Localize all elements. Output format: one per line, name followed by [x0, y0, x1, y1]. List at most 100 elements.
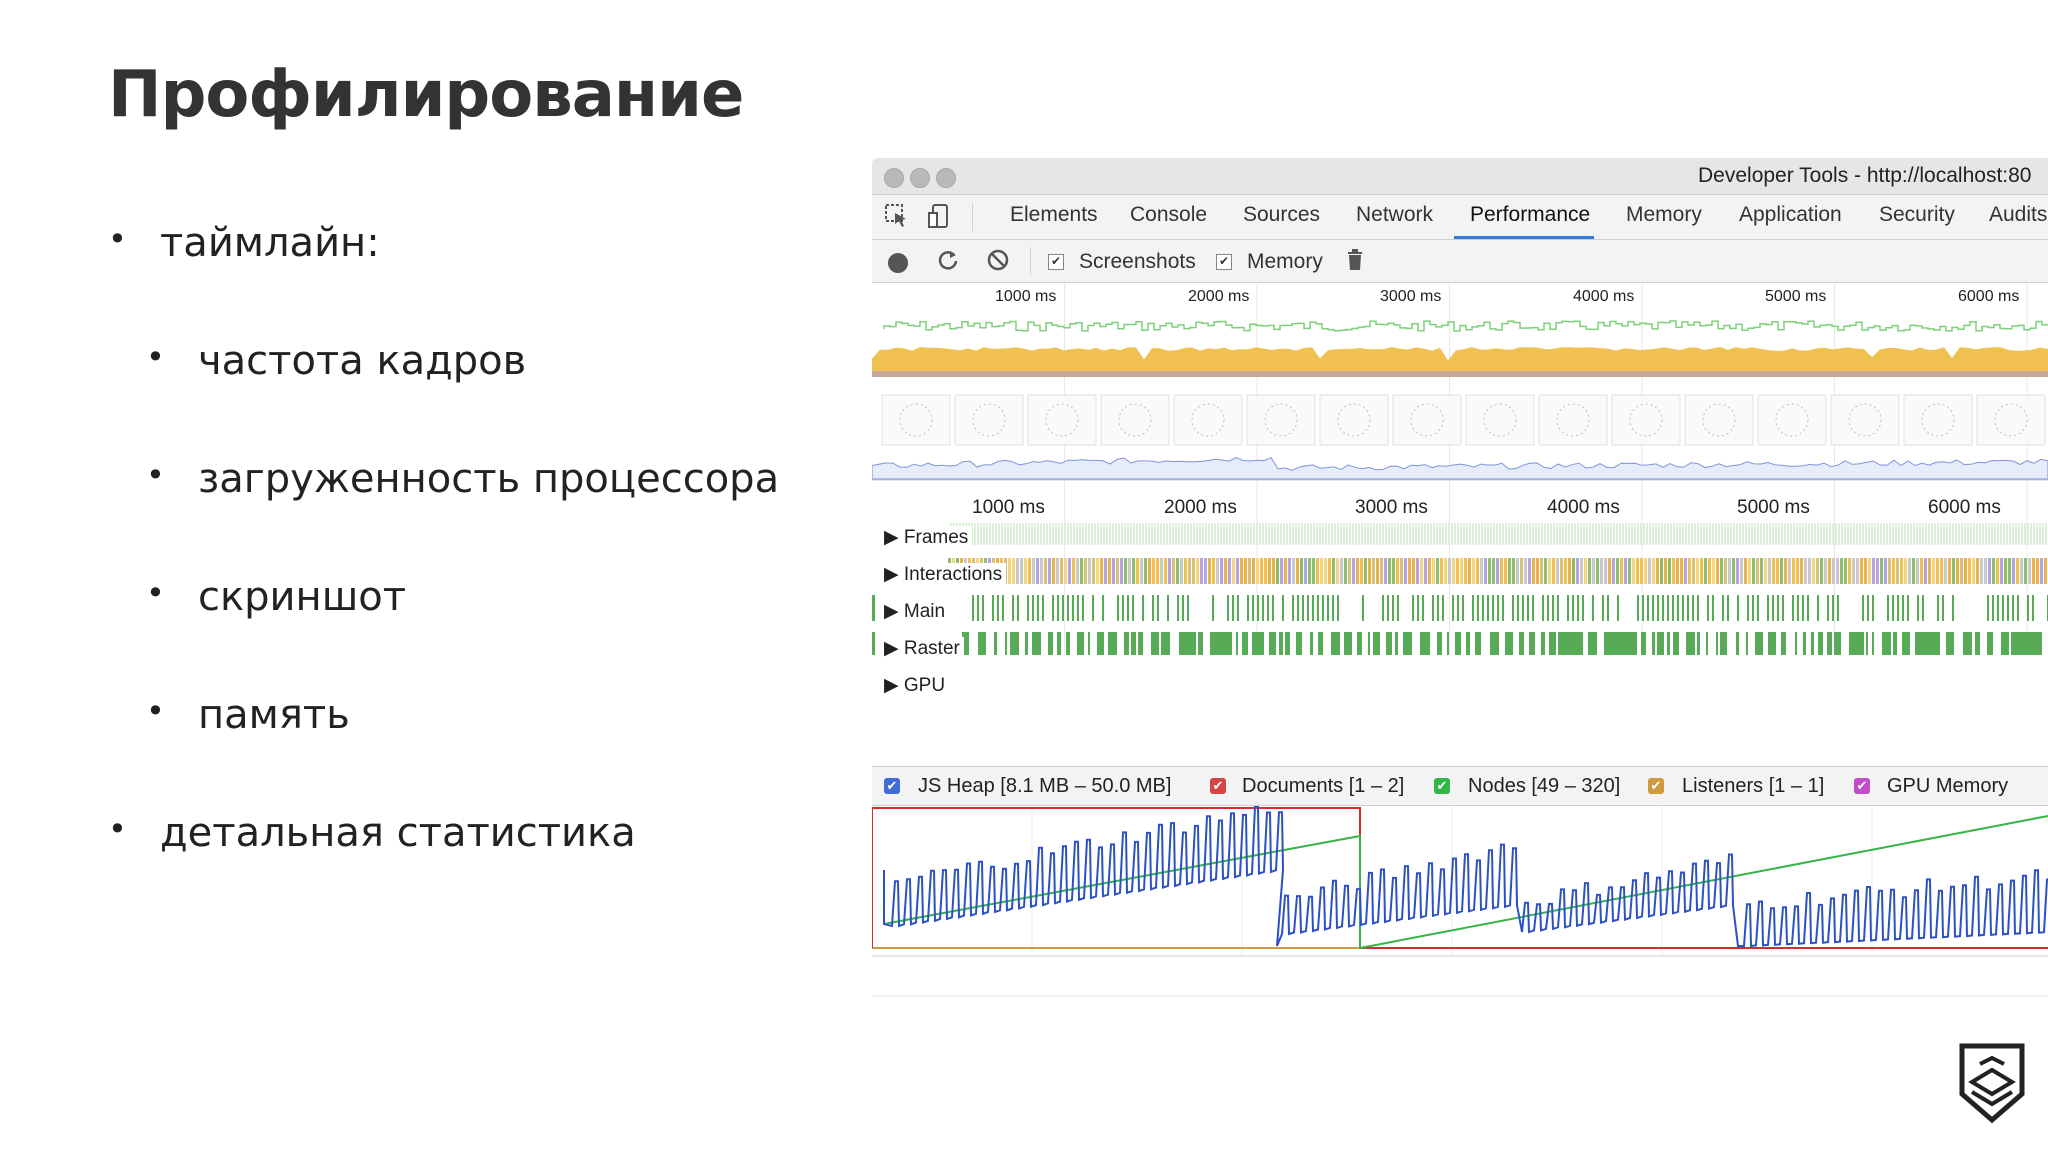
- main-thread-bar: [1692, 558, 1695, 584]
- screenshot-thumb: [1100, 394, 1170, 446]
- tab-memory[interactable]: Memory: [1626, 203, 1702, 226]
- frame-bar: [1871, 523, 1873, 545]
- raster-bar: [1807, 595, 1809, 621]
- frame-bar: [1745, 523, 1747, 545]
- main-thread-bar: [1940, 558, 1943, 584]
- frame-bar: [1058, 523, 1060, 545]
- gpu-bar: [2001, 632, 2009, 655]
- raster-bar: [1322, 595, 1324, 621]
- tab-security[interactable]: Security: [1879, 203, 1955, 226]
- frame-bar: [1874, 523, 1876, 545]
- main-thread-bar: [1432, 558, 1435, 584]
- listeners-checkbox[interactable]: ✔: [1648, 778, 1664, 794]
- raster-bar: [1552, 595, 1554, 621]
- raster-bar: [1297, 595, 1299, 621]
- main-thread-bar: [1712, 558, 1715, 584]
- tab-sources[interactable]: Sources: [1243, 203, 1321, 226]
- frame-bar: [1754, 523, 1756, 545]
- main-thread-bar: [1972, 558, 1975, 584]
- frame-bar: [1433, 523, 1435, 545]
- timeline-tick: 4000 ms: [1547, 497, 1620, 518]
- main-thread-bar: [1412, 558, 1415, 584]
- gpu-bar: [1151, 632, 1159, 655]
- clear-icon[interactable]: [986, 248, 1010, 279]
- track-label-text: Frames: [903, 527, 969, 548]
- track-raster[interactable]: ▶ Raster: [884, 637, 964, 660]
- inspect-element-icon[interactable]: [884, 203, 910, 236]
- raster-bar: [1487, 595, 1489, 621]
- frame-bar: [1256, 523, 1258, 545]
- frame-bar: [1265, 523, 1267, 545]
- main-thread-bar: [1584, 558, 1587, 584]
- frame-bar: [1469, 523, 1471, 545]
- frame-bar: [1187, 523, 1189, 545]
- window-close-button[interactable]: [884, 168, 904, 188]
- nodes-checkbox[interactable]: ✔: [1434, 778, 1450, 794]
- main-thread-bar: [1812, 558, 1815, 584]
- frame-bar: [1280, 523, 1282, 545]
- screenshot-thumb: [1830, 394, 1900, 446]
- track-gpu[interactable]: ▶ GPU: [884, 674, 950, 697]
- gpu-bar: [1032, 632, 1041, 655]
- frame-bar: [1517, 523, 1519, 545]
- gpu-bar: [1161, 632, 1170, 655]
- tab-elements[interactable]: Elements: [1010, 203, 1098, 226]
- bullet-dot: •: [146, 692, 165, 730]
- raster-bar: [1917, 595, 1919, 621]
- frame-bar: [1382, 523, 1384, 545]
- frame-bar: [1076, 523, 1078, 545]
- gpu-bar: [1285, 632, 1290, 655]
- main-thread-bar: [1664, 558, 1667, 584]
- tab-audits[interactable]: Audits: [1989, 203, 2048, 226]
- track-interactions[interactable]: ▶ Interactions: [884, 563, 1007, 586]
- record-button[interactable]: [888, 253, 908, 273]
- bullet-text: детальная статистика: [160, 810, 636, 856]
- frame-bar: [1943, 523, 1945, 545]
- gpu-memory-checkbox[interactable]: ✔: [1854, 778, 1870, 794]
- frame-bar: [1289, 523, 1291, 545]
- main-thread-bar: [1180, 558, 1183, 584]
- frame-bar: [1196, 523, 1198, 545]
- screenshots-checkbox[interactable]: ✔: [1048, 254, 1064, 270]
- frame-bar: [1436, 523, 1438, 545]
- raster-bar: [1777, 595, 1779, 621]
- track-frames[interactable]: ▶ Frames: [884, 526, 973, 549]
- frame-bar: [1442, 523, 1444, 545]
- gpu-bar: [1455, 632, 1461, 655]
- frame-bar: [1952, 523, 1954, 545]
- frame-bar: [1655, 523, 1657, 545]
- gpu-bar: [1420, 632, 1430, 655]
- reload-record-icon[interactable]: [936, 248, 960, 279]
- main-thread-bar: [1468, 558, 1471, 584]
- main-thread-bar: [1788, 558, 1791, 584]
- raster-bar: [1567, 595, 1569, 621]
- frame-bar: [1271, 523, 1273, 545]
- timeline-overview[interactable]: [872, 283, 2048, 655]
- main-thread-bar: [1252, 558, 1255, 584]
- window-zoom-button[interactable]: [936, 168, 956, 188]
- tab-application[interactable]: Application: [1739, 203, 1842, 226]
- main-thread-bar: [1316, 558, 1319, 584]
- frame-bar: [1865, 523, 1867, 545]
- window-minimize-button[interactable]: [910, 168, 930, 188]
- device-toolbar-icon[interactable]: [926, 203, 952, 236]
- trash-icon[interactable]: [1346, 248, 1364, 279]
- main-thread-bar: [1376, 558, 1379, 584]
- tab-performance[interactable]: Performance: [1470, 203, 1591, 226]
- frame-bar: [1448, 523, 1450, 545]
- main-thread-bar: [1928, 558, 1931, 584]
- frame-bar: [1643, 523, 1645, 545]
- main-thread-bar: [1144, 558, 1147, 584]
- frame-bar: [1067, 523, 1069, 545]
- frame-bar: [1307, 523, 1309, 545]
- memory-checkbox[interactable]: ✔: [1216, 254, 1232, 270]
- documents-checkbox[interactable]: ✔: [1210, 778, 1226, 794]
- tab-network[interactable]: Network: [1356, 203, 1434, 226]
- js-heap-checkbox[interactable]: ✔: [884, 778, 900, 794]
- gpu-bar: [2011, 632, 2042, 655]
- tab-console[interactable]: Console: [1130, 203, 1208, 226]
- main-thread-bar: [1656, 558, 1659, 584]
- track-main[interactable]: ▶ Main: [884, 600, 950, 623]
- frame-bar: [1583, 523, 1585, 545]
- main-thread-bar: [1360, 558, 1363, 584]
